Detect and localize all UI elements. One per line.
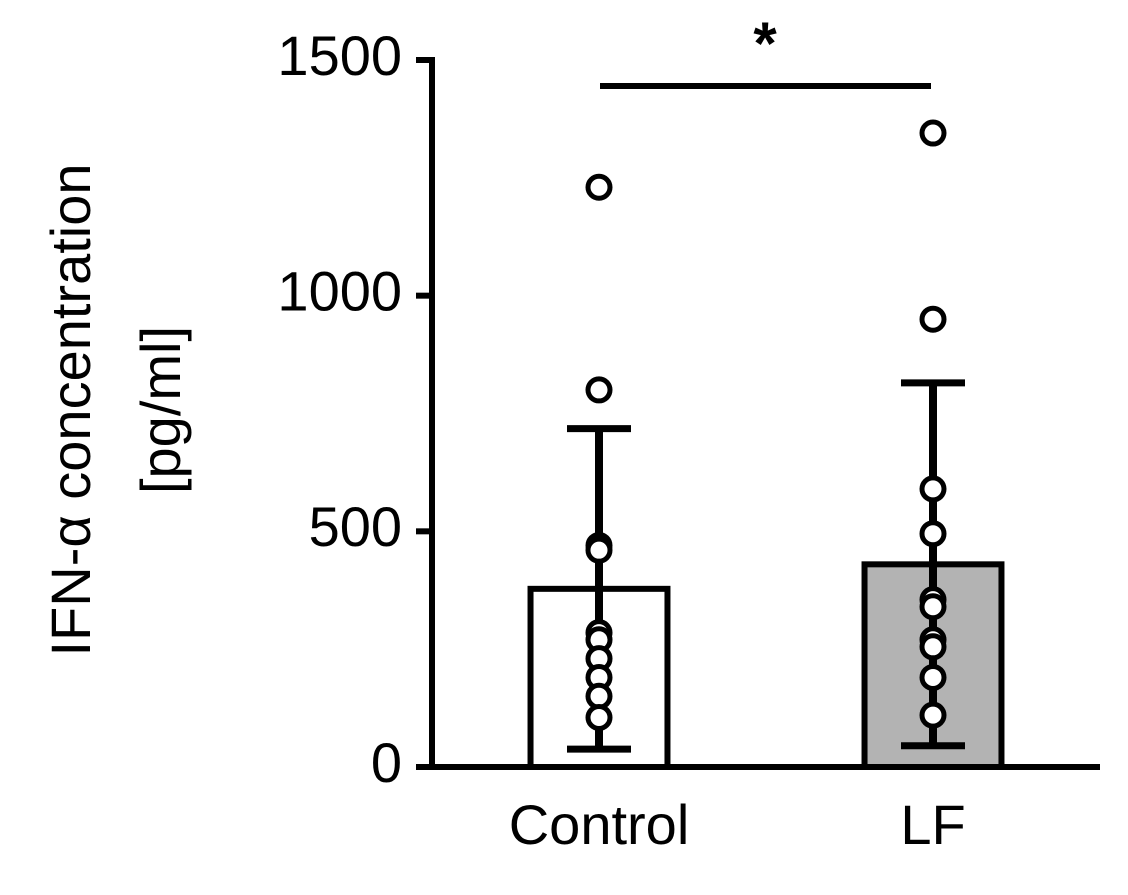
x-tick-label: Control xyxy=(509,793,690,856)
data-point xyxy=(919,701,947,729)
data-point xyxy=(919,633,947,661)
y-axis-label: [pg/ml] xyxy=(129,326,192,494)
data-point xyxy=(585,682,613,710)
data-point xyxy=(919,475,947,503)
y-tick-label: 0 xyxy=(371,731,402,794)
y-tick-label: 500 xyxy=(309,495,402,558)
y-tick-label: 1500 xyxy=(277,24,402,87)
significance-mark: * xyxy=(753,10,777,77)
data-point xyxy=(919,520,947,548)
data-point xyxy=(585,376,613,404)
y-tick-label: 1000 xyxy=(277,259,402,322)
data-point xyxy=(585,173,613,201)
data-point xyxy=(919,305,947,333)
x-tick-label: LF xyxy=(900,793,965,856)
y-axis-label: IFN-α concentration xyxy=(39,163,102,656)
data-point xyxy=(919,593,947,621)
data-point xyxy=(585,704,613,732)
data-point xyxy=(919,663,947,691)
data-point xyxy=(919,119,947,147)
data-point xyxy=(585,536,613,564)
